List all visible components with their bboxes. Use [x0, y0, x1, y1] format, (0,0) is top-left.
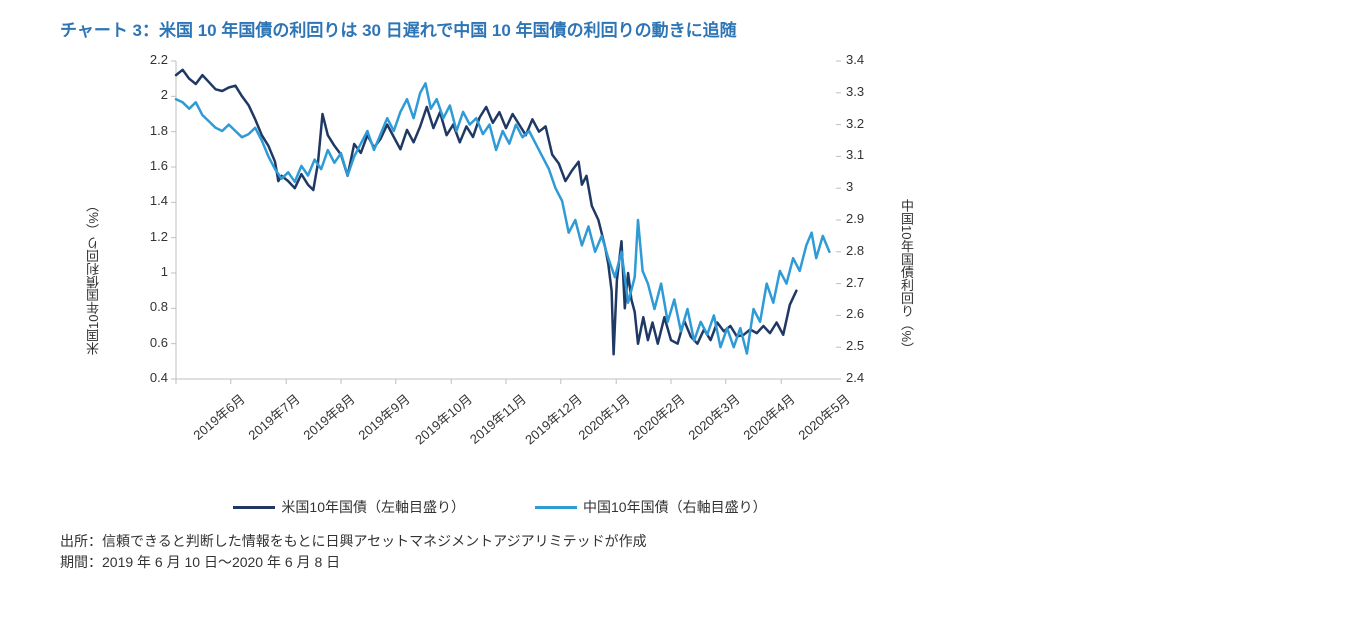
- y-left-tick-label: 1.4: [120, 193, 168, 208]
- legend-label-us: 米国10年国債（左軸目盛り）: [281, 497, 465, 517]
- y-right-tick-label: 3.2: [846, 116, 894, 131]
- chart-title: チャート 3：米国 10 年国債の利回りは 30 日遅れで中国 10 年国債の利…: [60, 16, 1299, 41]
- chart-area: 米国10年国債利回り（%） 中国10年国債利回り（%） 2019年6月2019年…: [90, 49, 910, 489]
- y-left-tick-label: 2: [120, 87, 168, 102]
- y-right-tick-label: 2.8: [846, 243, 894, 258]
- y-right-tick-label: 3.1: [846, 147, 894, 162]
- y-right-tick-label: 3.4: [846, 52, 894, 67]
- y-right-tick-label: 2.6: [846, 306, 894, 321]
- y-right-tick-label: 2.7: [846, 275, 894, 290]
- y-left-tick-label: 1.2: [120, 229, 168, 244]
- y-right-tick-label: 2.4: [846, 370, 894, 385]
- y-left-tick-label: 0.4: [120, 370, 168, 385]
- footnote-source: 出所：信頼できると判断した情報をもとに日興アセットマネジメントアジアリミテッドが…: [60, 531, 1299, 552]
- legend-item-us: 米国10年国債（左軸目盛り）: [233, 497, 465, 517]
- legend-item-cn: 中国10年国債（右軸目盛り）: [535, 497, 767, 517]
- y-left-tick-label: 0.6: [120, 335, 168, 350]
- page: チャート 3：米国 10 年国債の利回りは 30 日遅れで中国 10 年国債の利…: [0, 0, 1359, 632]
- y-right-tick-label: 3: [846, 179, 894, 194]
- y-right-tick-label: 2.9: [846, 211, 894, 226]
- y-left-tick-label: 1: [120, 264, 168, 279]
- legend-label-cn: 中国10年国債（右軸目盛り）: [583, 497, 767, 517]
- y-left-axis-label: 米国10年国債利回り（%）: [84, 199, 103, 355]
- y-left-tick-label: 0.8: [120, 299, 168, 314]
- footnote-period: 期間：2019 年 6 月 10 日～2020 年 6 月 8 日: [60, 552, 1299, 573]
- y-left-tick-label: 1.8: [120, 123, 168, 138]
- y-left-tick-label: 2.2: [120, 52, 168, 67]
- chart-footnotes: 出所：信頼できると判断した情報をもとに日興アセットマネジメントアジアリミテッドが…: [60, 531, 1299, 573]
- y-left-tick-label: 1.6: [120, 158, 168, 173]
- legend-swatch-cn: [535, 506, 577, 509]
- y-right-tick-label: 3.3: [846, 84, 894, 99]
- y-right-tick-label: 2.5: [846, 338, 894, 353]
- chart-legend: 米国10年国債（左軸目盛り） 中国10年国債（右軸目盛り）: [90, 497, 910, 517]
- legend-swatch-us: [233, 506, 275, 509]
- y-right-axis-label: 中国10年国債利回り（%）: [897, 199, 916, 355]
